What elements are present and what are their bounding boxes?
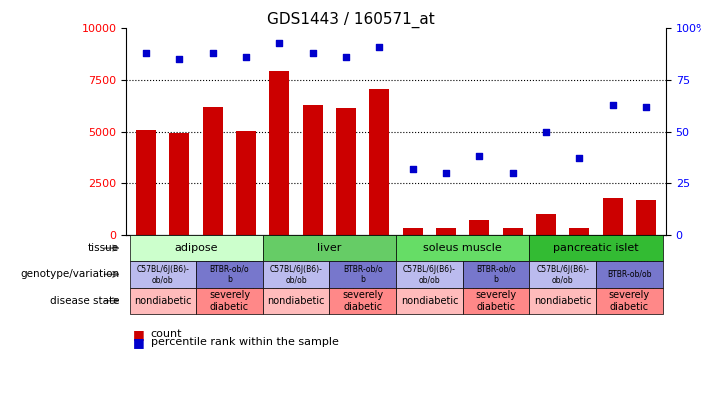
Text: pancreatic islet: pancreatic islet [553, 243, 639, 253]
Text: severely
diabetic: severely diabetic [209, 290, 250, 311]
Text: liver: liver [318, 243, 341, 253]
Bar [303, 105, 322, 235]
Point [174, 56, 185, 63]
Text: C57BL/6J(B6)-
ob/ob: C57BL/6J(B6)- ob/ob [536, 265, 589, 284]
Point [307, 50, 318, 56]
Text: C57BL/6J(B6)-
ob/ob: C57BL/6J(B6)- ob/ob [403, 265, 456, 284]
Text: soleus muscle: soleus muscle [423, 243, 502, 253]
Text: nondiabetic: nondiabetic [534, 296, 592, 306]
Text: severely
diabetic: severely diabetic [475, 290, 517, 311]
Text: severely
diabetic: severely diabetic [342, 290, 383, 311]
Bar [203, 107, 223, 235]
Text: BTBR-ob/o
b: BTBR-ob/o b [210, 265, 250, 284]
Bar [403, 228, 423, 235]
Bar [569, 228, 590, 235]
Point [507, 170, 518, 176]
Bar [603, 198, 622, 235]
Text: BTBR-ob/o
b: BTBR-ob/o b [343, 265, 383, 284]
Text: count: count [151, 329, 182, 339]
Text: nondiabetic: nondiabetic [401, 296, 458, 306]
Bar [369, 89, 389, 235]
Text: percentile rank within the sample: percentile rank within the sample [151, 337, 339, 347]
Point [540, 128, 552, 135]
Point [374, 44, 385, 50]
Text: BTBR-ob/ob: BTBR-ob/ob [607, 270, 651, 279]
Point [274, 40, 285, 46]
Point [407, 166, 418, 172]
Point [207, 50, 219, 56]
Point [240, 54, 252, 60]
Text: adipose: adipose [175, 243, 218, 253]
Text: C57BL/6J(B6)-
ob/ob: C57BL/6J(B6)- ob/ob [137, 265, 189, 284]
Point [440, 170, 451, 176]
Text: C57BL/6J(B6)-
ob/ob: C57BL/6J(B6)- ob/ob [270, 265, 322, 284]
Bar [503, 228, 523, 235]
Text: severely
diabetic: severely diabetic [608, 290, 650, 311]
Text: nondiabetic: nondiabetic [267, 296, 325, 306]
Point [573, 155, 585, 162]
Bar [636, 200, 656, 235]
Point [341, 54, 352, 60]
Bar [269, 71, 290, 235]
Text: genotype/variation: genotype/variation [20, 269, 119, 279]
Text: BTBR-ob/o
b: BTBR-ob/o b [476, 265, 516, 284]
Text: nondiabetic: nondiabetic [134, 296, 191, 306]
Text: GDS1443 / 160571_at: GDS1443 / 160571_at [266, 12, 435, 28]
Point [141, 50, 152, 56]
Text: disease state: disease state [50, 296, 119, 306]
Text: ■: ■ [133, 328, 145, 341]
Point [474, 153, 485, 160]
Text: ■: ■ [133, 336, 145, 349]
Bar [236, 130, 256, 235]
Bar [336, 108, 356, 235]
Bar [436, 228, 456, 235]
Bar [470, 220, 489, 235]
Bar [536, 214, 556, 235]
Bar [170, 133, 189, 235]
Point [607, 102, 618, 108]
Text: tissue: tissue [88, 243, 119, 253]
Point [640, 104, 651, 110]
Bar [136, 130, 156, 235]
